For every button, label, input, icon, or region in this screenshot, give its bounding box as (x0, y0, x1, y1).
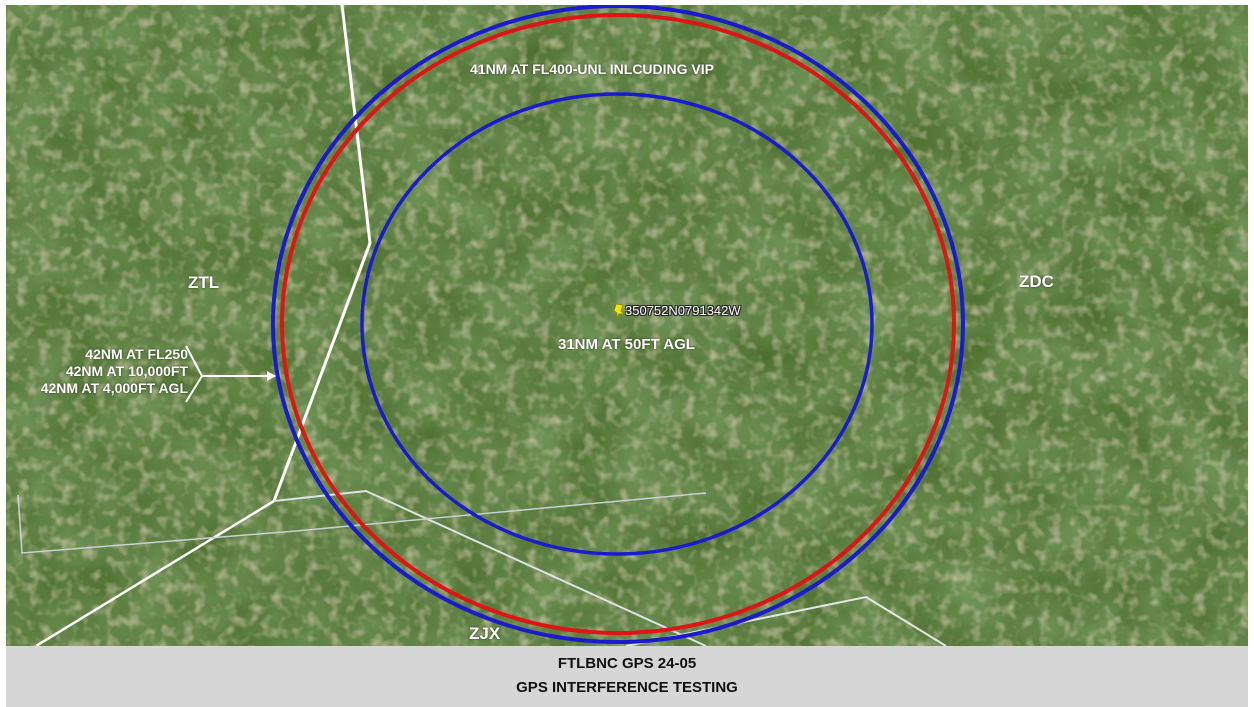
inner-ring-label: 31NM AT 50FT AGL (558, 336, 695, 353)
callout-line-fl250: 42NM AT FL250 (85, 346, 188, 362)
center-coordinate-label: 350752N0791342W (625, 303, 741, 318)
callout-arrow-head (267, 371, 276, 381)
caption-subtitle: GPS INTERFERENCE TESTING (516, 679, 738, 696)
outer-blue-ring (271, 5, 965, 644)
zjx-center-label: ZJX (469, 624, 501, 643)
map-view[interactable]: 41NM AT FL400-UNL INLCUDING VIP 31NM AT … (6, 5, 1248, 646)
zdc-center-label: ZDC (1019, 272, 1054, 291)
callout-line-4000ft-agl: 42NM AT 4,000FT AGL (40, 380, 188, 396)
outer-ring-label: 41NM AT FL400-UNL INLCUDING VIP (470, 61, 714, 77)
caption-bar: FTLBNC GPS 24-05 GPS INTERFERENCE TESTIN… (6, 646, 1248, 707)
inner-blue-ring (360, 92, 874, 556)
artcc-boundary-zjx-zdc (273, 489, 707, 646)
caption-title: FTLBNC GPS 24-05 (557, 655, 697, 672)
red-ring (280, 13, 956, 635)
sector-boundary-line (17, 492, 707, 554)
callout-line-10000ft: 42NM AT 10,000FT (65, 363, 188, 379)
ztl-center-label: ZTL (188, 273, 220, 292)
altitude-callout: 42NM AT FL250 42NM AT 10,000FT 42NM AT 4… (16, 346, 188, 397)
satellite-terrain-map (6, 5, 1248, 646)
artcc-boundary-ztl-zjx (35, 499, 275, 646)
artcc-boundary-ztl-zdc (272, 5, 372, 502)
yellow-pushpin-icon[interactable] (612, 303, 626, 319)
